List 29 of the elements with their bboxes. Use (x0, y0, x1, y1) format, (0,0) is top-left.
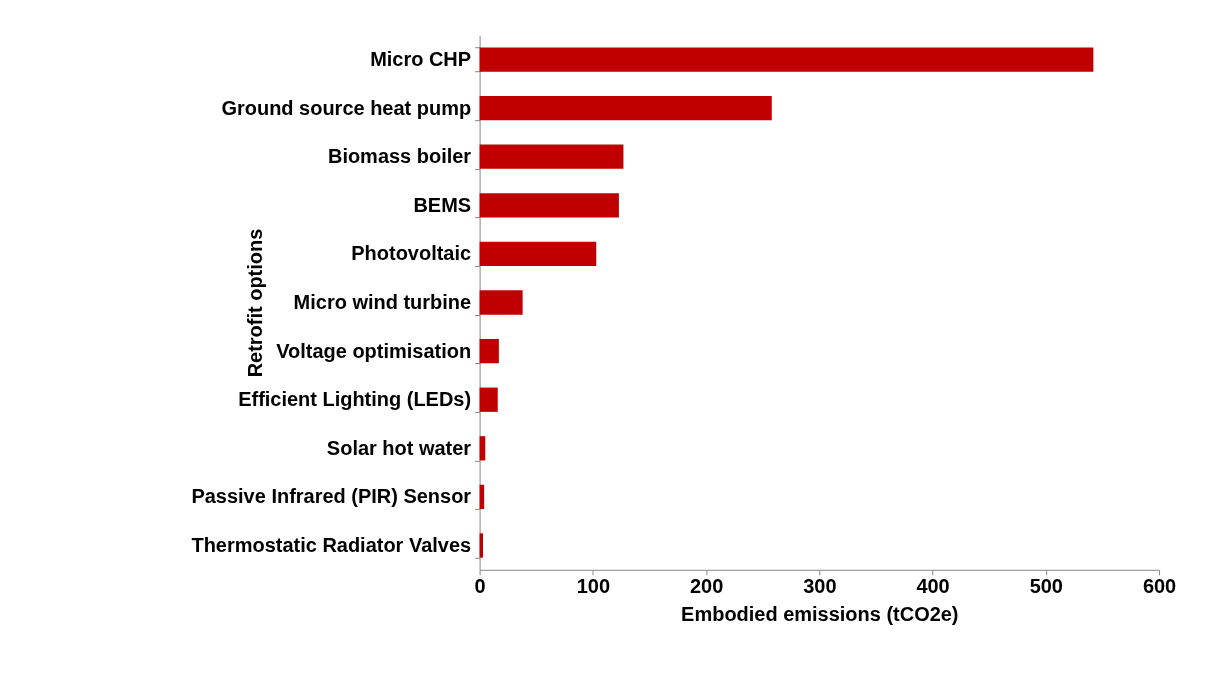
bar (479, 387, 498, 412)
y-tick-label: Solar hot water (326, 436, 472, 459)
bar (479, 47, 1094, 72)
x-tick-label: 200 (689, 575, 724, 598)
y-tick-label: Micro CHP (370, 48, 472, 71)
x-tick-label: 600 (1142, 575, 1177, 598)
x-tick-label: 500 (1029, 575, 1063, 598)
y-tick-label: Thermostatic Radiator Valves (191, 533, 472, 556)
bar (479, 241, 597, 267)
x-tick-label: 100 (576, 575, 611, 598)
x-tick-label: 0 (474, 575, 486, 598)
bar (479, 193, 619, 218)
y-tick-label: Efficient Lighting (LEDs) (238, 388, 472, 411)
bar (479, 95, 772, 121)
y-tick-label: Biomass boiler (327, 145, 472, 168)
bar (479, 533, 483, 558)
y-tick-label: Passive Infrared (PIR) Sensor (191, 485, 472, 508)
bar (479, 144, 624, 169)
y-tick-label: Micro wind turbine (293, 291, 472, 314)
y-tick-label: Photovoltaic (351, 242, 472, 265)
y-tick-label: Voltage optimisation (276, 339, 472, 362)
y-axis-title: Retrofit options (244, 228, 267, 378)
y-tick-label: Ground source heat pump (221, 96, 472, 119)
y-tick-label: BEMS (413, 193, 472, 216)
x-tick-label: 300 (803, 575, 837, 598)
x-tick-label: 400 (916, 575, 950, 598)
bar (479, 338, 499, 364)
bar (479, 290, 523, 315)
x-axis-title: Embodied emissions (tCO2e) (681, 603, 959, 626)
